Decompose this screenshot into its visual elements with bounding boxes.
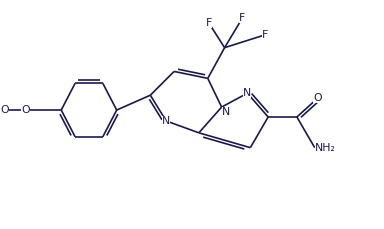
Text: F: F bbox=[262, 30, 268, 40]
Text: NH₂: NH₂ bbox=[315, 143, 336, 153]
Text: O: O bbox=[21, 105, 30, 115]
Text: N: N bbox=[222, 107, 230, 117]
Text: O: O bbox=[313, 93, 322, 103]
Text: F: F bbox=[206, 18, 212, 28]
Text: O: O bbox=[21, 105, 30, 115]
Text: F: F bbox=[239, 13, 245, 23]
Text: N: N bbox=[162, 116, 170, 126]
Text: O: O bbox=[0, 105, 9, 115]
Text: N: N bbox=[243, 88, 252, 98]
